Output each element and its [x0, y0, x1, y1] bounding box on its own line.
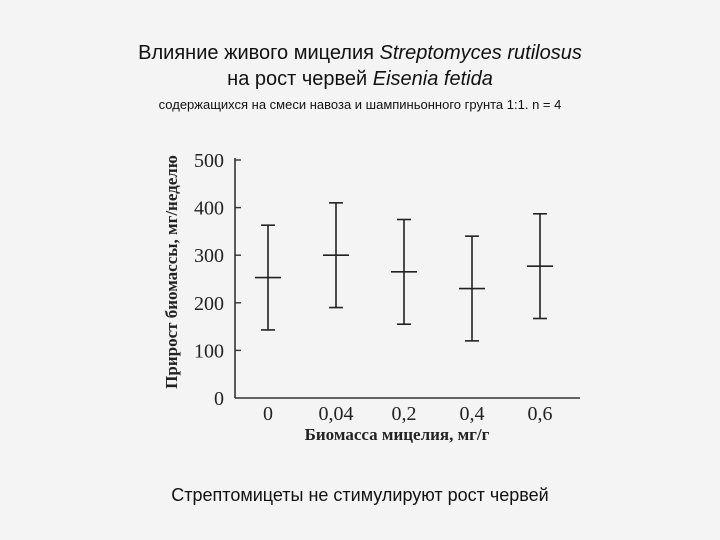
x-axis-label: Биомасса мицелия, мг/г: [305, 425, 490, 444]
title-text-2: на рост червей: [227, 68, 373, 90]
y-tick-label: 500: [194, 150, 224, 172]
y-tick-label: 100: [194, 340, 224, 362]
slide-title-line-1: Влияние живого мицелия Streptomyces ruti…: [0, 40, 720, 66]
error-bar: [459, 235, 485, 342]
slide-title-line-2: на рост червей Eisenia fetida: [0, 66, 720, 92]
x-tick-label: 0,6: [528, 403, 553, 425]
y-tick-label: 400: [194, 198, 224, 220]
y-tick-label: 300: [194, 245, 224, 267]
y-tick-label: 200: [194, 293, 224, 315]
error-bar: [255, 224, 281, 331]
x-tick-labels: 0 0,04 0,2 0,4 0,6: [263, 403, 553, 425]
title-text-1: Влияние живого мицелия: [138, 42, 380, 64]
y-axis-label: Прирост биомассы, мг/неделю: [162, 155, 181, 389]
error-bar: [323, 202, 349, 309]
error-bar: [527, 212, 553, 320]
error-bar: [391, 218, 417, 326]
error-bars: [255, 202, 553, 342]
slide-subtitle: содержащихся на смеси навоза и шампиньон…: [158, 97, 562, 112]
y-tick-label: 0: [214, 388, 224, 410]
slide-conclusion: Стрептомицеты не стимулируют рост червей: [171, 485, 549, 505]
title-species-2: Eisenia fetida: [372, 68, 493, 90]
y-tick-labels: 500 400 300 200 100 0: [194, 150, 224, 410]
x-tick-label: 0,2: [392, 403, 417, 425]
title-species-1: Streptomyces rutilosus: [379, 42, 582, 64]
x-tick-label: 0,4: [460, 403, 485, 425]
x-tick-label: 0: [263, 403, 273, 425]
x-tick-label: 0,04: [319, 403, 354, 425]
chart-axes: [234, 158, 580, 399]
